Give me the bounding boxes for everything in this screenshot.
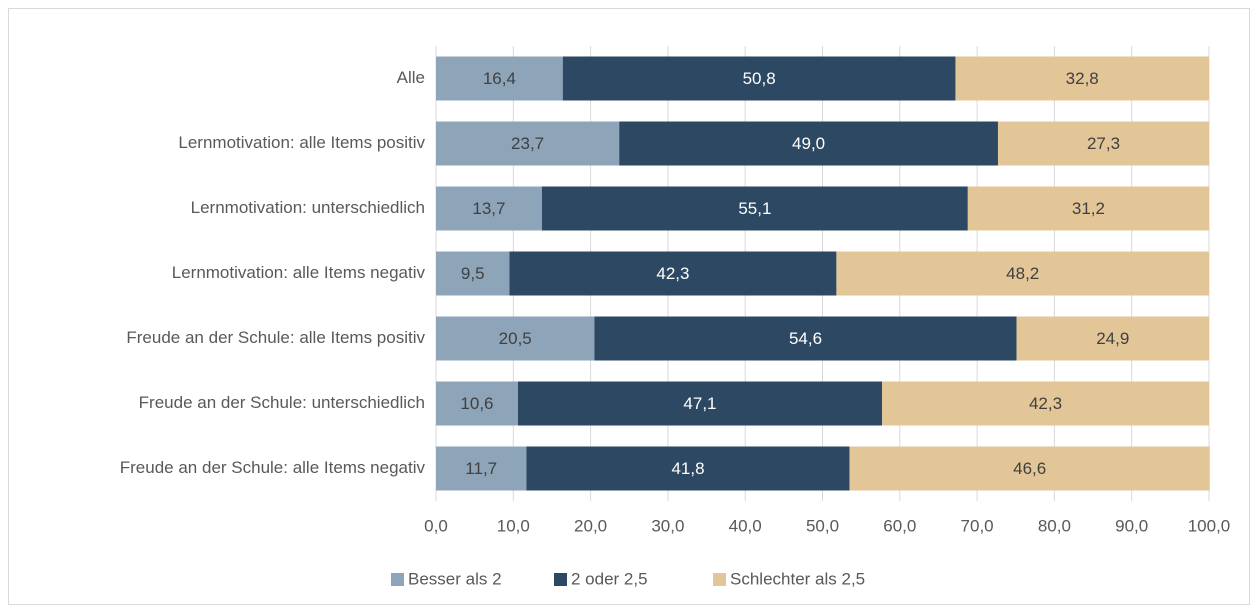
data-label: 42,3	[656, 264, 689, 283]
x-tick-label: 50,0	[806, 516, 839, 535]
legend-swatch	[554, 573, 567, 586]
x-tick-label: 60,0	[883, 516, 916, 535]
x-tick-label: 20,0	[574, 516, 607, 535]
bar-segment	[436, 381, 518, 426]
x-tick-label: 70,0	[961, 516, 994, 535]
bar-segment	[541, 186, 968, 231]
data-label: 32,8	[1066, 69, 1099, 88]
bar-segment	[517, 381, 883, 426]
y-tick-label: Lernmotivation: alle Items positiv	[178, 133, 425, 152]
data-label: 42,3	[1029, 394, 1062, 413]
bar-segment	[436, 186, 542, 231]
y-tick-label: Freude an der Schule: unterschiedlich	[139, 393, 425, 412]
x-tick-label: 10,0	[497, 516, 530, 535]
bar-segment	[436, 446, 527, 491]
bar-segment	[436, 121, 620, 166]
data-label: 41,8	[671, 459, 704, 478]
legend-swatch	[391, 573, 404, 586]
y-tick-label: Lernmotivation: unterschiedlich	[191, 198, 425, 217]
bar-segment	[436, 56, 563, 101]
y-tick-label: Freude an der Schule: alle Items negativ	[120, 458, 426, 477]
bar-segment	[562, 56, 956, 101]
data-label: 23,7	[511, 134, 544, 153]
data-label: 55,1	[738, 199, 771, 218]
data-label: 49,0	[792, 134, 825, 153]
data-label: 13,7	[472, 199, 505, 218]
bar-segment	[882, 381, 1209, 426]
bar-segment	[619, 121, 998, 166]
legend-label: Schlechter als 2,5	[730, 569, 865, 588]
x-tick-label: 100,0	[1188, 516, 1231, 535]
bar-segment	[526, 446, 850, 491]
bar-segment	[509, 251, 837, 296]
data-label: 11,7	[465, 459, 497, 478]
chart-border	[8, 8, 1250, 605]
bar-segment	[1016, 316, 1209, 361]
data-label: 24,9	[1096, 329, 1129, 348]
data-label: 10,6	[460, 394, 493, 413]
bar-segment	[997, 121, 1209, 166]
bar-segment	[849, 446, 1210, 491]
bar-segment	[436, 251, 510, 296]
bar-segment	[836, 251, 1209, 296]
bar-segment	[967, 186, 1209, 231]
x-tick-label: 40,0	[729, 516, 762, 535]
y-tick-label: Freude an der Schule: alle Items positiv	[126, 328, 425, 347]
x-tick-label: 30,0	[651, 516, 684, 535]
legend-label: 2 oder 2,5	[571, 569, 648, 588]
x-tick-label: 80,0	[1038, 516, 1071, 535]
legend-swatch	[713, 573, 726, 586]
x-tick-label: 0,0	[424, 516, 448, 535]
data-label: 50,8	[743, 69, 776, 88]
data-label: 16,4	[483, 69, 516, 88]
data-label: 54,6	[789, 329, 822, 348]
y-tick-label: Lernmotivation: alle Items negativ	[172, 263, 426, 282]
data-label: 47,1	[683, 394, 716, 413]
data-label: 27,3	[1087, 134, 1120, 153]
legend-label: Besser als 2	[408, 569, 502, 588]
data-label: 48,2	[1006, 264, 1039, 283]
bar-segment	[955, 56, 1209, 101]
bar-segment	[436, 316, 595, 361]
data-label: 31,2	[1072, 199, 1105, 218]
data-label: 9,5	[461, 264, 485, 283]
data-label: 46,6	[1013, 459, 1046, 478]
bar-segment	[594, 316, 1017, 361]
data-label: 20,5	[499, 329, 532, 348]
y-tick-label: Alle	[397, 68, 425, 87]
x-tick-label: 90,0	[1115, 516, 1148, 535]
